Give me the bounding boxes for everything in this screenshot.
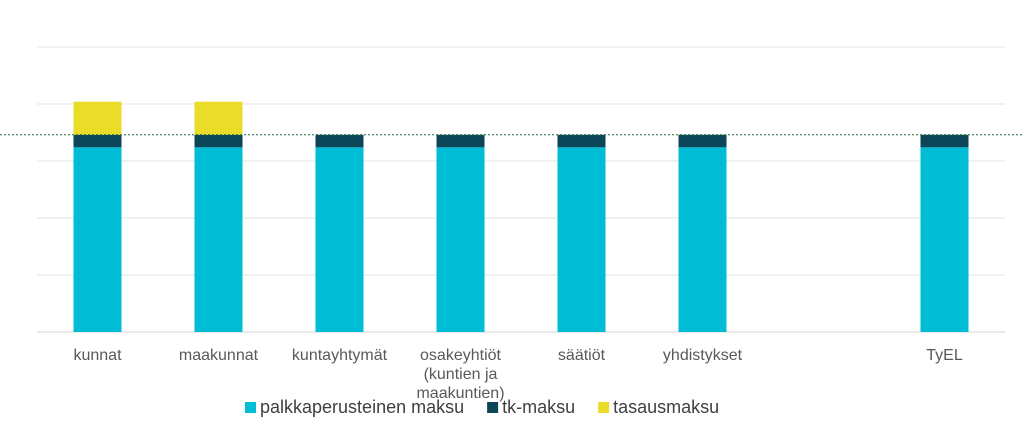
bar-segment-tasaus: [73, 101, 122, 135]
bar-segment-palkkaperusteinen: [315, 147, 364, 332]
x-tick-label: TyEL: [926, 347, 963, 364]
bar-segment-tk: [920, 134, 969, 148]
x-tick-labels: kunnat maakunnat kuntayhtymät osakeyhtiöt (k…: [73, 347, 962, 402]
bar-segment-palkkaperusteinen: [920, 147, 969, 332]
x-tick-label: osakeyhtiöt (kuntien ja maakuntien): [416, 347, 504, 402]
bar-segment-palkkaperusteinen: [557, 147, 606, 332]
x-tick-label: kuntayhtymät: [292, 347, 388, 364]
bar-segment-palkkaperusteinen: [73, 147, 122, 332]
bars: [73, 101, 969, 332]
bar-segment-tasaus: [194, 101, 243, 135]
legend-label: tk-maksu: [502, 397, 575, 417]
bar-segment-palkkaperusteinen: [194, 147, 243, 332]
bar-segment-tk: [315, 134, 364, 148]
x-tick-label: yhdistykset: [663, 347, 743, 364]
legend-swatch-tk: [487, 402, 499, 413]
bar-segment-palkkaperusteinen: [678, 147, 727, 332]
gridlines: [37, 46, 1005, 333]
bar-segment-tk: [557, 134, 606, 148]
bar-segment-tk: [678, 134, 727, 148]
legend-swatch-tasaus: [598, 402, 610, 413]
legend-label: palkkaperusteinen maksu: [260, 397, 464, 417]
x-tick-label: säätiöt: [558, 347, 606, 364]
x-tick-label: kunnat: [73, 347, 122, 364]
bar-segment-tk: [194, 134, 243, 148]
legend: palkkaperusteinen maksu tk-maksu tasausmak…: [245, 397, 719, 417]
legend-label: tasausmaksu: [613, 397, 719, 417]
legend-swatch-palkkaperusteinen: [245, 402, 256, 413]
x-tick-label: maakunnat: [179, 347, 259, 364]
bar-segment-tk: [436, 134, 485, 148]
bar-segment-palkkaperusteinen: [436, 147, 485, 332]
bar-segment-tk: [73, 134, 122, 148]
